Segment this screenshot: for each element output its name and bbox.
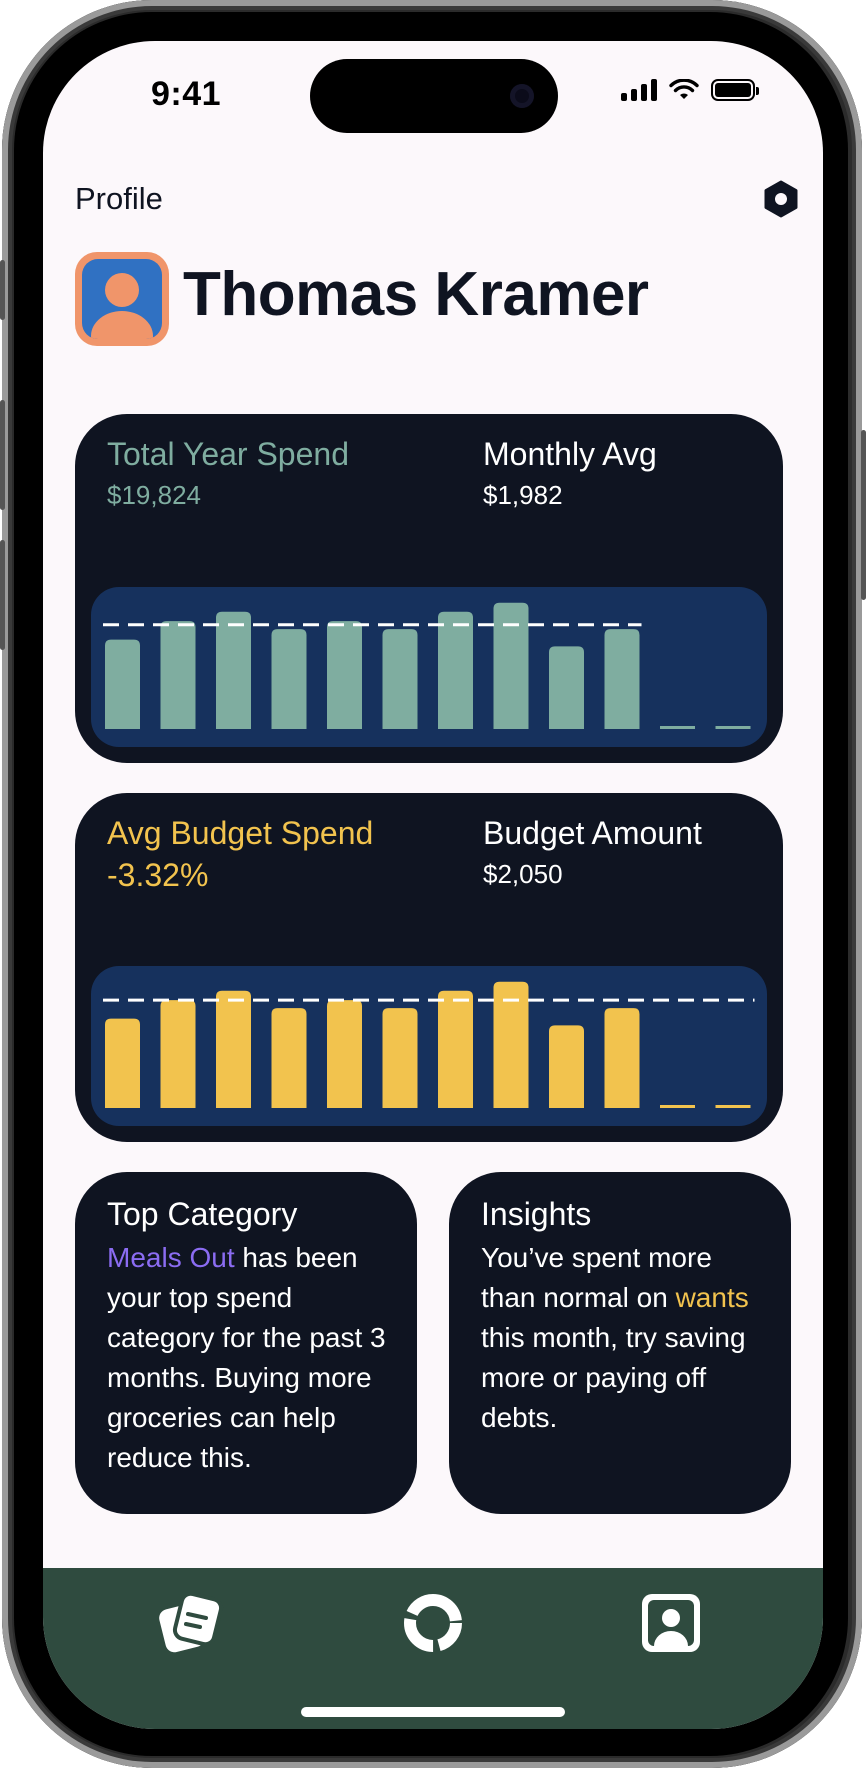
insights-card[interactable]: Insights You’ve spent more than normal o… <box>449 1172 791 1514</box>
signal-icon <box>621 79 657 101</box>
year-spend-bar-1 <box>105 639 140 729</box>
tab-bar <box>43 1568 823 1729</box>
year-spend-bar-9 <box>549 646 584 729</box>
budget-amount-value: $2,050 <box>483 859 563 889</box>
avg-budget-spend-label: Avg Budget Spend <box>107 815 374 851</box>
insights-text-before: You’ve spent more than normal on <box>481 1242 712 1313</box>
avatar <box>75 252 169 346</box>
monthly-avg-value: $1,982 <box>483 480 563 510</box>
avg-budget-spend-value: -3.32% <box>107 857 209 893</box>
budget-amount-label: Budget Amount <box>483 815 702 851</box>
top-category-highlight: Meals Out <box>107 1242 235 1273</box>
status-time: 9:41 <box>151 75 222 113</box>
year-spend-bar-6 <box>382 629 418 729</box>
insights-text: You’ve spent more than normal on wants t… <box>481 1238 771 1438</box>
camera-icon <box>510 84 534 108</box>
budget-bar-1 <box>105 1018 140 1108</box>
budget-bar-9 <box>549 1025 584 1108</box>
volume-up-button <box>0 400 5 510</box>
year-spend-bar-3 <box>216 611 251 729</box>
budget-bar-6 <box>382 1008 418 1108</box>
transactions-icon[interactable] <box>154 1588 224 1658</box>
action-button <box>0 260 5 320</box>
year-spend-bar-10 <box>604 629 640 729</box>
year-spend-bars <box>103 602 751 729</box>
budget-bar-7 <box>438 990 473 1108</box>
budget-bar-4 <box>271 1008 307 1108</box>
budget-ring-icon[interactable] <box>398 1588 468 1658</box>
top-category-text: Meals Out has been your top spend catego… <box>107 1238 397 1478</box>
year-spend-bar-4 <box>271 629 307 729</box>
insights-text-after: this month, try saving more or paying of… <box>481 1322 746 1433</box>
top-category-title: Top Category <box>107 1196 298 1232</box>
year-spend-bar-7 <box>438 611 473 729</box>
home-indicator <box>301 1707 565 1717</box>
budget-bar-5 <box>327 1000 362 1108</box>
total-year-spend-label: Total Year Spend <box>107 436 349 472</box>
budget-bar-8 <box>493 981 529 1108</box>
budget-bars <box>103 981 755 1108</box>
screen: 9:41 Profile Thomas Kramer Total Year Sp… <box>43 41 823 1729</box>
year-spend-bar-5 <box>327 621 362 729</box>
status-icons <box>621 79 759 101</box>
budget-bar-12 <box>715 1105 751 1108</box>
year-spend-bar-8 <box>493 602 529 729</box>
budget-chart <box>91 966 767 1126</box>
volume-down-button <box>0 540 5 650</box>
insights-title: Insights <box>481 1196 592 1232</box>
battery-icon <box>711 79 759 101</box>
status-bar: 9:41 <box>43 41 823 151</box>
budget-bar-2 <box>160 1000 196 1108</box>
top-category-description: has been your top spend category for the… <box>107 1242 386 1473</box>
year-spend-chart <box>91 587 767 747</box>
budget-bar-10 <box>604 1008 640 1108</box>
wifi-icon <box>669 79 699 99</box>
budget-card[interactable]: Avg Budget Spend -3.32% Budget Amount $2… <box>75 793 783 1142</box>
insights-highlight: wants <box>675 1282 749 1313</box>
page-title: Profile <box>75 181 163 216</box>
year-spend-card[interactable]: Total Year Spend $19,824 Monthly Avg $1,… <box>75 414 783 763</box>
budget-bar-3 <box>216 990 251 1108</box>
top-category-card[interactable]: Top Category Meals Out has been your top… <box>75 1172 417 1514</box>
monthly-avg-label: Monthly Avg <box>483 436 657 472</box>
total-year-spend-value: $19,824 <box>107 480 201 510</box>
year-spend-bar-12 <box>715 726 751 729</box>
settings-hex-icon[interactable] <box>761 179 801 219</box>
profile-icon[interactable] <box>636 1588 706 1658</box>
user-name: Thomas Kramer <box>183 260 649 329</box>
year-spend-bar-2 <box>160 621 196 729</box>
budget-bar-11 <box>660 1105 695 1108</box>
power-button <box>861 430 866 600</box>
year-spend-bar-11 <box>660 726 695 729</box>
dynamic-island <box>310 59 558 133</box>
